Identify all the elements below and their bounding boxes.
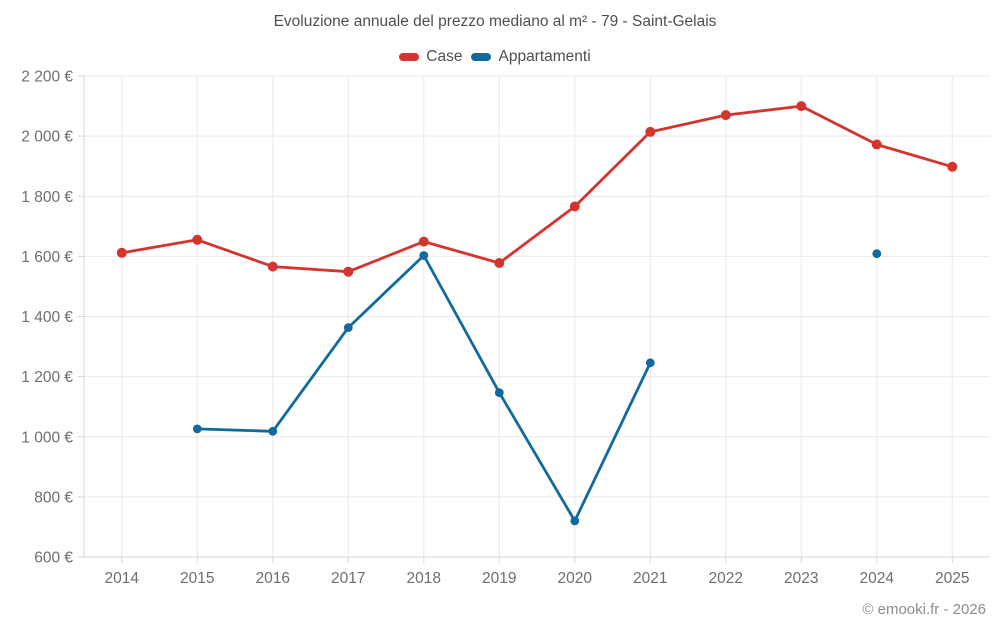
x-axis-label: 2022 [709, 570, 743, 587]
appartamenti-point-2017[interactable] [343, 323, 353, 332]
case-point-2020[interactable] [569, 201, 580, 212]
y-axis-label: 1 400 € [21, 309, 73, 326]
x-axis-label: 2017 [331, 570, 365, 587]
case-legend-marker-icon [399, 53, 420, 61]
y-axis-label: 800 € [34, 489, 73, 506]
legend-item-appartamenti[interactable]: Appartamenti [471, 48, 591, 66]
case-point-2023[interactable] [796, 101, 807, 112]
legend: Case Appartamenti [0, 48, 995, 66]
case-point-2015[interactable] [192, 234, 203, 245]
case-point-2025[interactable] [947, 161, 958, 172]
y-axis-label: 2 000 € [21, 129, 73, 146]
appartamenti-point-2024[interactable] [872, 249, 882, 259]
appartamenti-point-2020[interactable] [570, 516, 580, 526]
appartamenti-legend-marker-icon [471, 53, 492, 61]
appartamenti-point-2015[interactable] [192, 424, 202, 434]
y-axis-label: 1 200 € [21, 369, 73, 386]
x-axis-label: 2018 [407, 570, 441, 587]
appartamenti-point-2021[interactable] [645, 358, 655, 368]
x-axis-label: 2021 [633, 570, 667, 587]
y-axis-label: 1 800 € [21, 189, 73, 206]
x-axis-label: 2020 [558, 570, 593, 587]
y-axis-label: 600 € [34, 550, 73, 567]
appartamenti-line [197, 254, 877, 521]
x-axis-label: 2024 [860, 570, 895, 587]
case-point-2017[interactable] [343, 266, 354, 277]
x-axis-label: 2016 [256, 570, 290, 587]
appartamenti-point-2018[interactable] [419, 251, 429, 260]
case-point-2021[interactable] [645, 126, 656, 137]
x-axis-label: 2023 [784, 570, 818, 587]
legend-item-case[interactable]: Case [399, 48, 462, 66]
case-point-2022[interactable] [720, 110, 731, 121]
case-point-2024[interactable] [871, 139, 882, 150]
case-point-2016[interactable] [267, 261, 278, 272]
x-axis-label: 2025 [935, 570, 969, 587]
y-axis-label: 1 600 € [21, 249, 73, 266]
x-axis-label: 2014 [105, 570, 140, 587]
appartamenti-point-2019[interactable] [494, 388, 504, 397]
y-axis-label: 1 000 € [21, 429, 73, 446]
case-point-2019[interactable] [494, 258, 505, 268]
legend-label-appartamenti: Appartamenti [498, 48, 591, 65]
copyright-text: © emooki.fr - 2026 [862, 601, 986, 618]
x-axis-label: 2019 [482, 570, 516, 587]
appartamenti-point-2016[interactable] [268, 426, 278, 436]
x-axis-label: 2015 [180, 570, 214, 587]
case-point-2018[interactable] [418, 236, 429, 247]
case-point-2014[interactable] [116, 247, 127, 258]
y-axis-label: 2 200 € [21, 69, 73, 86]
legend-label-case: Case [426, 48, 463, 65]
case-line [120, 104, 954, 274]
